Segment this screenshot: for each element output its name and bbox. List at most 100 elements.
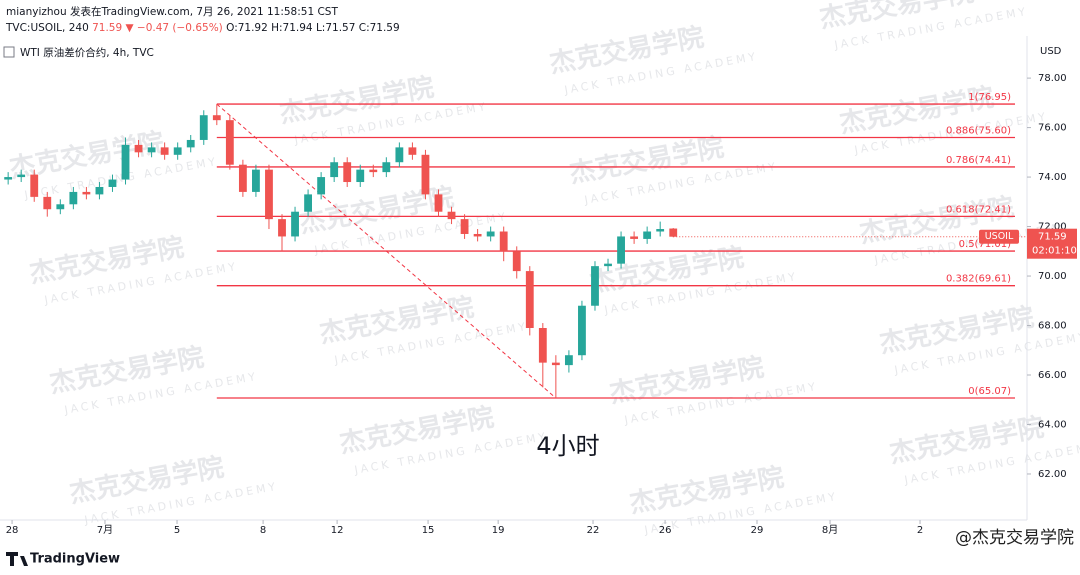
- currency: USD: [1040, 46, 1062, 57]
- candle-body: [173, 147, 182, 155]
- candle-body: [499, 231, 508, 252]
- candle-body: [108, 179, 117, 187]
- tradingview-logo: TradingView: [30, 552, 120, 567]
- credit: @杰克交易学院: [955, 528, 1074, 548]
- x-tick-label: 19: [492, 525, 505, 536]
- candle-body: [265, 169, 273, 220]
- candle-body: [421, 154, 430, 195]
- candle-body: [186, 139, 195, 148]
- candle-body: [17, 174, 26, 178]
- fib-label: 0(65.07): [968, 386, 1011, 397]
- candle-body: [147, 147, 156, 153]
- x-tick-label: 2: [917, 525, 923, 536]
- candle-body: [95, 186, 104, 195]
- candle-body: [382, 162, 391, 173]
- x-tick-label: 26: [659, 525, 672, 536]
- symbol-line: TVC:USOIL, 240 71.59 ▼ −0.47 (−0.65%) O:…: [5, 22, 400, 34]
- fib-label: 0.5(71.01): [959, 239, 1011, 250]
- candle-body: [434, 194, 443, 212]
- instrument: WTI 原油差价合约, 4h, TVC: [20, 46, 154, 59]
- candle-body: [238, 164, 247, 192]
- candle-body: [343, 162, 352, 183]
- candle-body: [591, 266, 599, 306]
- y-tick-label: 70.00: [1038, 271, 1067, 282]
- y-tick-label: 76.00: [1038, 123, 1067, 134]
- publisher-line: mianyizhou 发表在TradingView.com, 7月 26, 20…: [6, 5, 338, 18]
- candle-body: [604, 263, 612, 267]
- candle-body: [617, 236, 625, 264]
- candle-body: [212, 115, 221, 121]
- candle-body: [30, 174, 39, 197]
- candle-body: [460, 219, 469, 234]
- candle-body: [134, 144, 143, 153]
- badge-countdown: 02:01:10: [1032, 246, 1077, 257]
- candle-body: [656, 229, 665, 232]
- candle-body: [356, 169, 365, 183]
- candle-body: [486, 231, 495, 237]
- candle-body: [82, 191, 91, 195]
- candle-body: [473, 233, 482, 237]
- candle-body: [408, 147, 417, 155]
- y-tick-label: 74.00: [1038, 172, 1067, 183]
- candle-body: [538, 328, 547, 363]
- x-tick-label: 8: [260, 525, 266, 536]
- candle-body: [317, 177, 326, 195]
- change: 71.59 ▼ −0.47 (−0.65%): [92, 22, 223, 34]
- badge-symbol-bg: [979, 229, 1019, 244]
- candle-body: [369, 169, 378, 173]
- fib-label: 1(76.95): [968, 92, 1011, 103]
- fib-label: 0.618(72.41): [946, 204, 1011, 215]
- y-tick-label: 68.00: [1038, 321, 1067, 332]
- badge-price-bg: [1027, 228, 1077, 259]
- candle-body: [630, 236, 639, 239]
- candle-body: [160, 147, 169, 155]
- candle-body: [278, 219, 286, 237]
- fib-label: 0.786(74.41): [946, 155, 1011, 166]
- caption: 4小时: [536, 432, 599, 460]
- badge-symbol: USOIL: [985, 231, 1014, 242]
- tradingview-icon: [6, 552, 28, 566]
- x-tick-label: 5: [174, 525, 180, 536]
- instrument-icon: [3, 46, 15, 58]
- candle-body: [551, 362, 560, 366]
- x-tick-label: 29: [751, 525, 764, 536]
- candle-body: [291, 211, 299, 237]
- candle-body: [643, 231, 652, 239]
- candle-body: [395, 147, 404, 163]
- symbol: TVC:USOIL, 240: [5, 22, 89, 34]
- x-tick-label: 12: [331, 525, 344, 536]
- x-tick-label: 8月: [822, 524, 838, 536]
- candle-body: [564, 355, 573, 366]
- candle-body: [447, 211, 456, 220]
- x-tick-label: 28: [6, 525, 19, 536]
- badge-price: 71.59: [1038, 232, 1067, 243]
- candle-body: [56, 204, 65, 210]
- candle-body: [43, 196, 52, 210]
- y-tick-label: 62.00: [1038, 469, 1067, 480]
- candle-body: [199, 115, 208, 140]
- ohlc: O:71.92 H:71.94 L:71.57 C:71.59: [226, 22, 400, 34]
- candle-body: [525, 271, 534, 328]
- candle-body: [121, 144, 130, 180]
- y-tick-label: 64.00: [1038, 419, 1067, 430]
- y-tick-label: 72.00: [1038, 222, 1067, 233]
- candle-body: [69, 191, 78, 205]
- candle-body: [330, 162, 339, 178]
- candle-body: [578, 305, 586, 356]
- y-tick-label: 78.00: [1038, 73, 1067, 84]
- fib-label: 0.382(69.61): [946, 274, 1011, 285]
- x-tick-label: 7月: [97, 524, 113, 536]
- fib-label: 0.886(75.60): [946, 125, 1011, 136]
